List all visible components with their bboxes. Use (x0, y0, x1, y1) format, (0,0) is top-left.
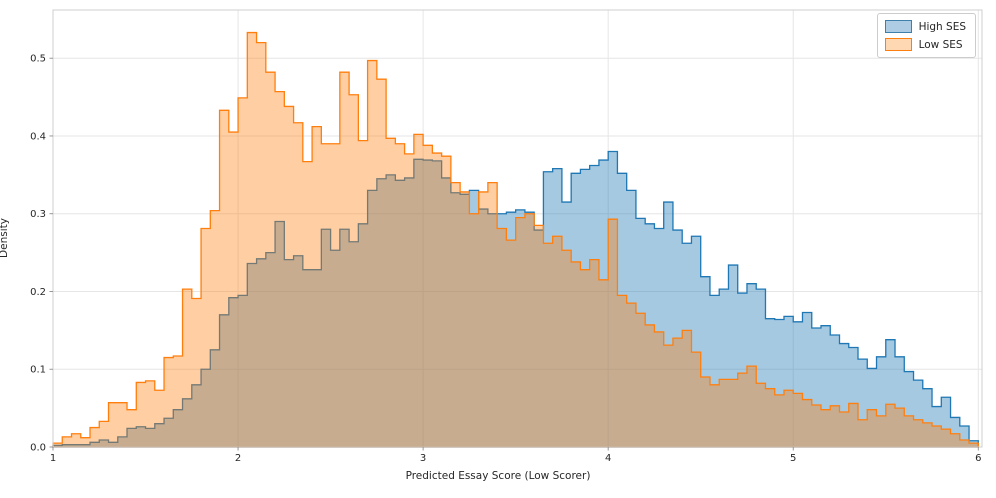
high-ses-swatch (884, 20, 912, 33)
svg-text:0.3: 0.3 (30, 209, 46, 220)
svg-text:0.0: 0.0 (30, 443, 46, 454)
svg-text:1: 1 (50, 453, 56, 464)
svg-text:0.1: 0.1 (30, 365, 46, 376)
y-axis-label: Density (0, 218, 10, 258)
svg-text:0.2: 0.2 (30, 287, 46, 298)
svg-text:2: 2 (235, 453, 241, 464)
x-axis-label: Predicted Essay Score (Low Scorer) (405, 470, 591, 482)
low-ses-swatch (884, 38, 912, 51)
svg-text:6: 6 (975, 453, 981, 464)
svg-text:4: 4 (605, 453, 611, 464)
svg-text:3: 3 (420, 453, 426, 464)
legend-item-low-ses: Low SES (884, 38, 966, 51)
legend-label: High SES (918, 20, 966, 33)
svg-text:0.5: 0.5 (30, 54, 46, 65)
svg-text:5: 5 (790, 453, 796, 464)
svg-text:0.4: 0.4 (30, 131, 46, 142)
legend-label: Low SES (918, 38, 963, 51)
legend: High SES Low SES (876, 13, 976, 58)
legend-item-high-ses: High SES (884, 20, 966, 33)
